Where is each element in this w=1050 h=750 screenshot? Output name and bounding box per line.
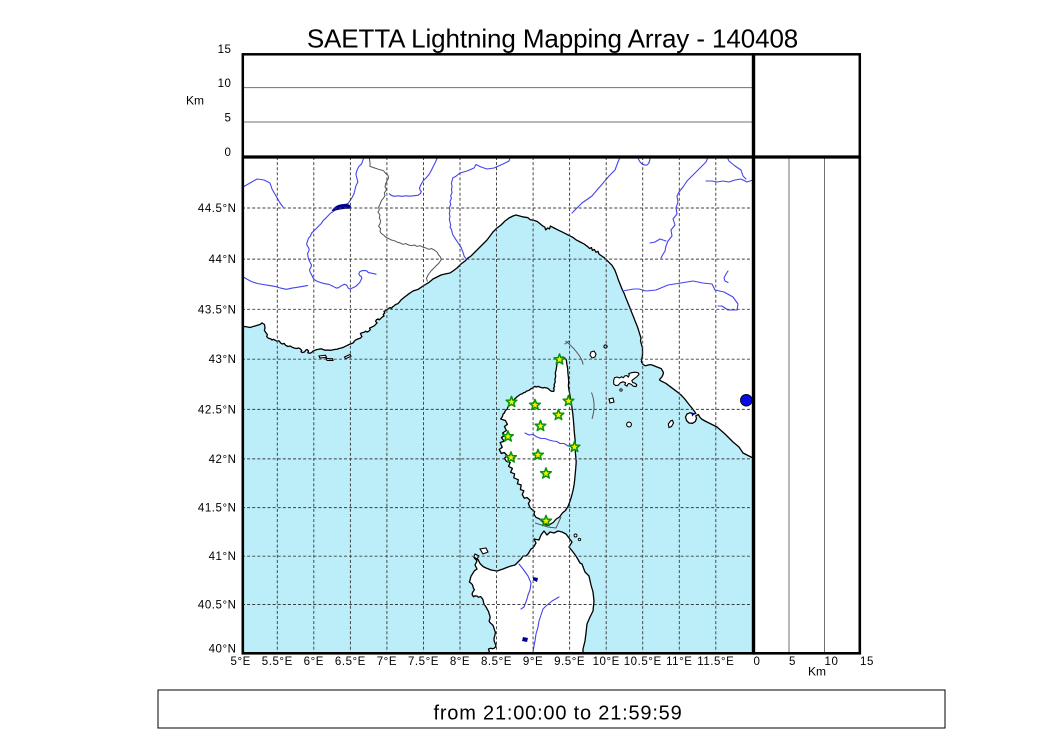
svg-text:8°E: 8°E bbox=[450, 656, 470, 668]
svg-text:5: 5 bbox=[789, 656, 796, 668]
svg-text:10: 10 bbox=[218, 78, 232, 90]
svg-text:5: 5 bbox=[225, 112, 232, 124]
svg-text:43°N: 43°N bbox=[209, 354, 237, 366]
svg-text:10°E: 10°E bbox=[593, 656, 620, 668]
svg-text:10.5°E: 10.5°E bbox=[624, 656, 662, 668]
svg-text:Km: Km bbox=[186, 94, 204, 108]
svg-text:7.5°E: 7.5°E bbox=[408, 656, 439, 668]
svg-text:5°E: 5°E bbox=[231, 656, 251, 668]
svg-text:0: 0 bbox=[754, 656, 761, 668]
svg-text:42°N: 42°N bbox=[209, 454, 237, 466]
svg-text:44.5°N: 44.5°N bbox=[198, 203, 237, 215]
svg-text:9°E: 9°E bbox=[523, 656, 543, 668]
svg-text:11°E: 11°E bbox=[666, 656, 692, 668]
svg-text:SAETTA Lightning Mapping Array: SAETTA Lightning Mapping Array - 140408 bbox=[307, 24, 798, 54]
svg-text:40°N: 40°N bbox=[209, 643, 237, 655]
svg-text:5.5°E: 5.5°E bbox=[262, 656, 293, 668]
svg-text:11.5°E: 11.5°E bbox=[697, 656, 734, 668]
svg-text:44°N: 44°N bbox=[209, 254, 237, 266]
svg-text:from 21:00:00 to 21:59:59: from 21:00:00 to 21:59:59 bbox=[433, 703, 682, 725]
svg-text:7°E: 7°E bbox=[377, 656, 397, 668]
svg-text:41.5°N: 41.5°N bbox=[198, 503, 237, 515]
svg-text:8.5°E: 8.5°E bbox=[481, 656, 512, 668]
svg-text:10: 10 bbox=[825, 656, 839, 668]
svg-text:0: 0 bbox=[225, 147, 232, 159]
svg-text:43.5°N: 43.5°N bbox=[198, 304, 237, 316]
svg-text:9.5°E: 9.5°E bbox=[554, 656, 585, 668]
svg-text:6°E: 6°E bbox=[304, 656, 324, 668]
svg-text:6.5°E: 6.5°E bbox=[335, 656, 366, 668]
svg-text:40.5°N: 40.5°N bbox=[198, 600, 237, 612]
svg-text:41°N: 41°N bbox=[209, 551, 237, 563]
svg-text:42.5°N: 42.5°N bbox=[198, 404, 237, 416]
svg-text:15: 15 bbox=[860, 656, 874, 668]
svg-text:15: 15 bbox=[218, 44, 232, 56]
svg-text:Km: Km bbox=[808, 665, 826, 679]
